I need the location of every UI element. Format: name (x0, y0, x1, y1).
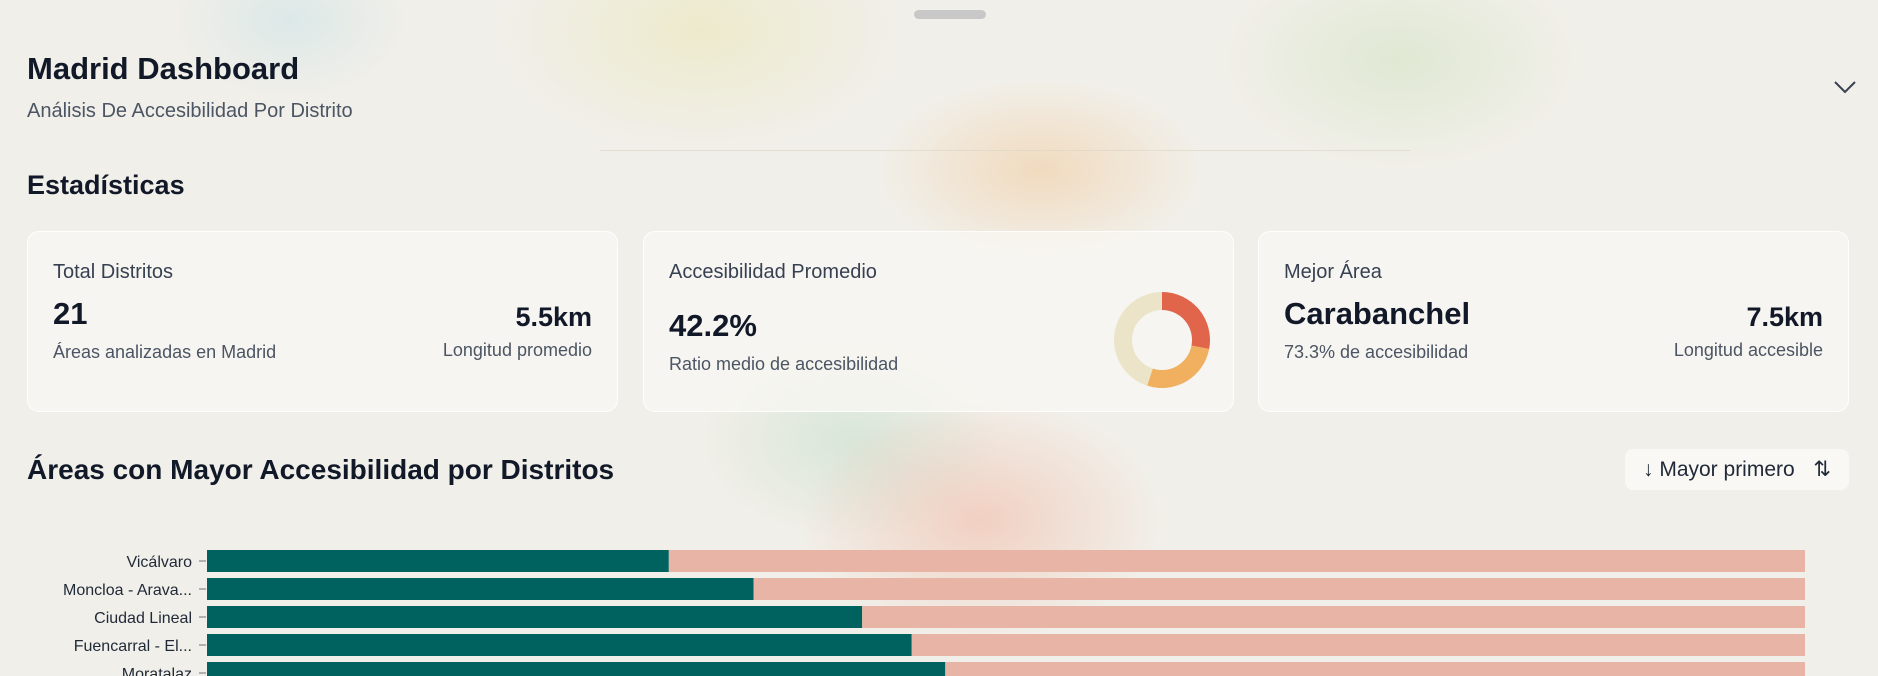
card-right-value: 7.5km (1746, 302, 1823, 332)
stat-card: Mejor Área Carabanchel 73.3% de accesibi… (1258, 231, 1849, 412)
bar-segment (207, 606, 863, 628)
donut-segment (1114, 292, 1162, 386)
y-tick-label: Vicálvaro (126, 554, 192, 571)
y-tick-label: Fuencarral - El... (74, 638, 192, 655)
donut-segment (1162, 292, 1210, 349)
y-tick-label: Moncloa - Arava... (63, 582, 192, 599)
section-title: Estadísticas (27, 170, 185, 200)
drag-handle[interactable] (914, 10, 986, 19)
stat-card: Total Distritos 21 Áreas analizadas en M… (27, 231, 618, 412)
sort-icon: ⇅ (1813, 458, 1831, 481)
card-right-value: 5.5km (515, 302, 592, 332)
stat-card: Accesibilidad Promedio 42.2% Ratio medio… (643, 231, 1234, 412)
y-tick-label: Ciudad Lineal (94, 610, 192, 627)
card-value: 21 (53, 296, 88, 331)
bar-segment (207, 578, 754, 600)
bar-segment (207, 662, 946, 676)
card-right-sub: Longitud accesible (1673, 340, 1823, 360)
donut-chart (1114, 292, 1210, 388)
bar-segment (862, 606, 1805, 628)
collapse-chevron[interactable] (1833, 79, 1857, 95)
card-sub: Áreas analizadas en Madrid (53, 342, 277, 362)
bar-segment (207, 634, 912, 656)
card-label: Accesibilidad Promedio (669, 261, 877, 283)
dashboard-title: Madrid Dashboard (27, 51, 300, 86)
section-title: Áreas con Mayor Accesibilidad por Distri… (27, 454, 615, 485)
dashboard-subtitle: Análisis De Accesibilidad Por Distrito (27, 100, 353, 122)
bar-segment (668, 550, 1805, 572)
sort-label: ↓ Mayor primero (1643, 458, 1795, 481)
sort-button[interactable]: ↓ Mayor primero ⇅ (1625, 449, 1849, 490)
bar-chart: Vicálvaro Moncloa - Arava... Ciudad Lineal… (63, 550, 1805, 676)
card-label: Mejor Área (1284, 261, 1382, 283)
divider (600, 150, 1410, 151)
card-value: Carabanchel (1284, 296, 1471, 331)
card-value: 42.2% (669, 308, 757, 343)
card-sub: 73.3% de accesibilidad (1284, 342, 1469, 362)
bar-segment (911, 634, 1805, 656)
bar-segment (207, 550, 669, 572)
bar-segment (945, 662, 1805, 676)
card-right-sub: Longitud promedio (442, 340, 592, 360)
card-sub: Ratio medio de accesibilidad (669, 354, 899, 374)
card-label: Total Distritos (53, 261, 174, 283)
donut-segment (1147, 345, 1210, 388)
bar-segment (753, 578, 1805, 600)
y-tick-label: Moratalaz (122, 666, 192, 676)
